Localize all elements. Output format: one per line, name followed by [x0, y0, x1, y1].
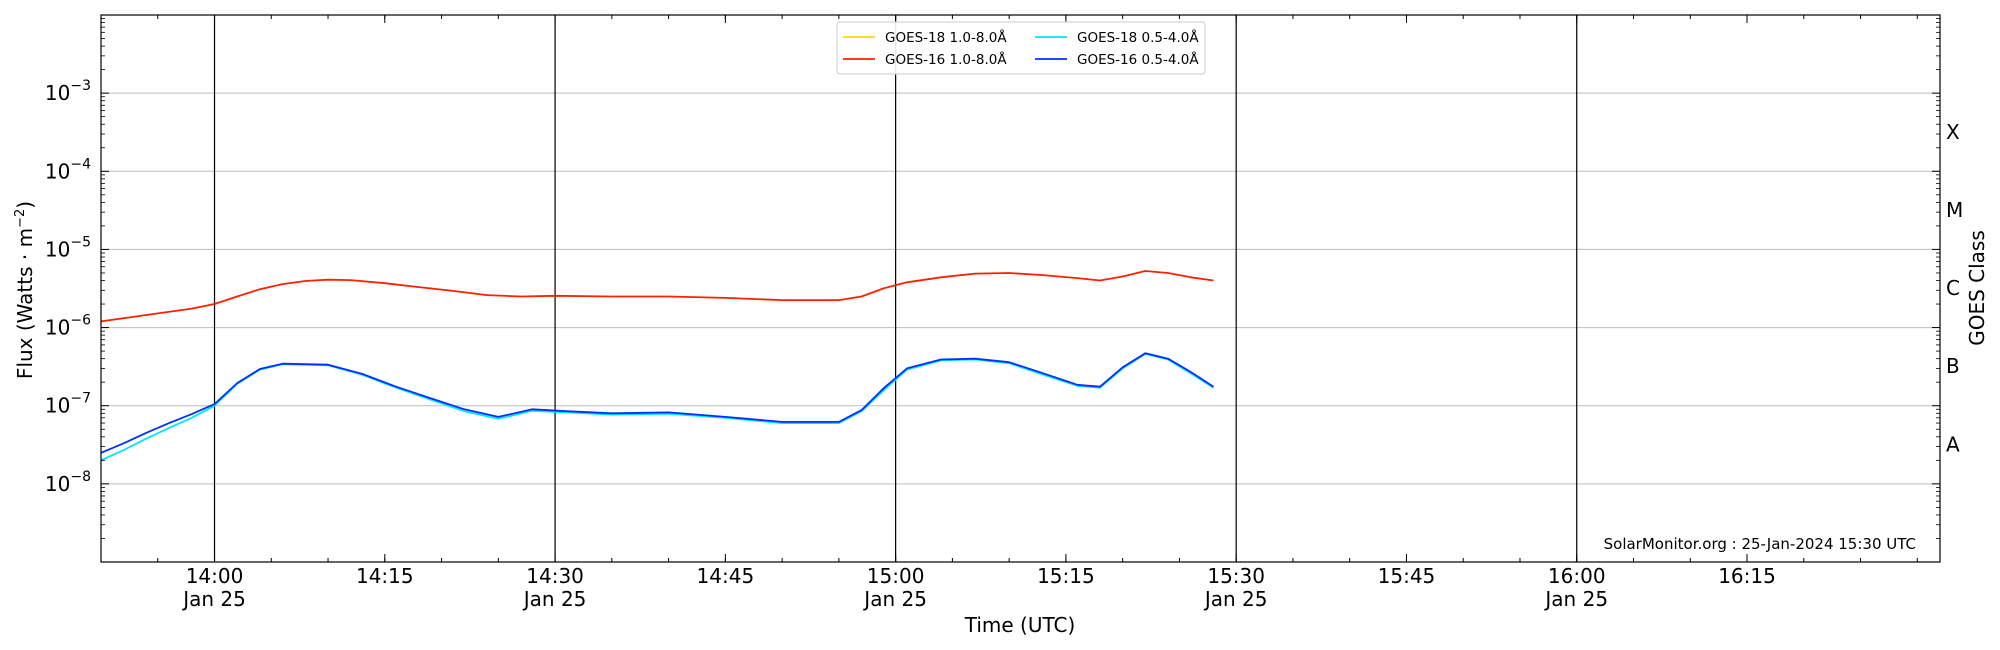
- x-axis-label: Time (UTC): [964, 613, 1076, 637]
- plot-frame: [100, 14, 1941, 563]
- goes-class-label: M: [1946, 198, 1963, 222]
- x-tick-label: 15:15: [1037, 564, 1095, 588]
- goes-class-label: A: [1946, 432, 1960, 456]
- timestamp-annotation: SolarMonitor.org : 25-Jan-2024 15:30 UTC: [1604, 535, 1916, 553]
- day-lines: [213, 15, 1578, 562]
- series-line: [100, 270, 1214, 323]
- x-tick-label: 14:00: [186, 564, 244, 588]
- x-tick-label: 15:45: [1378, 564, 1436, 588]
- x-tick-label: 16:00: [1548, 564, 1606, 588]
- y-tick-label: 10−7: [45, 391, 91, 418]
- x-tick-sublabel: Jan 25: [862, 587, 927, 611]
- y-tick-label: 10−6: [45, 313, 91, 340]
- x-tick-label: 15:30: [1207, 564, 1265, 588]
- y-axis-ticks: 10−8 10−7 10−6 10−5 10−4 10−3: [45, 18, 1940, 539]
- y-axis-label: Flux (Watts · m−2): [13, 201, 37, 379]
- right-axis-label: GOES Class: [1965, 230, 1989, 346]
- y-tick-label: 10−4: [45, 156, 91, 183]
- legend-entry-label: GOES-18 0.5-4.0Å: [1077, 29, 1199, 46]
- x-tick-label: 15:00: [867, 564, 925, 588]
- series-lines: [100, 270, 1214, 462]
- y-gridlines: [101, 92, 1940, 485]
- legend-entry-label: GOES-16 0.5-4.0Å: [1077, 51, 1199, 68]
- legend-box: [836, 21, 1206, 75]
- goes-class-label: X: [1946, 120, 1960, 144]
- x-tick-sublabel: Jan 25: [522, 587, 587, 611]
- x-tick-label: 14:15: [356, 564, 414, 588]
- x-tick-label: 14:45: [697, 564, 755, 588]
- legend-entry-label: GOES-18 1.0-8.0Å: [885, 29, 1007, 46]
- goes-class-labels: A B C M X: [1946, 120, 1963, 457]
- y-tick-label: 10−5: [45, 234, 91, 261]
- legend: GOES-18 1.0-8.0Å GOES-16 1.0-8.0Å GOES-18 …: [836, 21, 1206, 75]
- legend-entry-label: GOES-16 1.0-8.0Å: [885, 51, 1007, 68]
- x-tick-label: 14:30: [526, 564, 584, 588]
- x-tick-label: 16:15: [1718, 564, 1776, 588]
- x-tick-sublabel: Jan 25: [1543, 587, 1608, 611]
- goes-class-label: B: [1946, 354, 1960, 378]
- y-tick-label: 10−8: [45, 469, 91, 496]
- goes-class-label: C: [1946, 276, 1960, 300]
- x-tick-sublabel: Jan 25: [1203, 587, 1268, 611]
- y-tick-label: 10−3: [45, 78, 91, 105]
- series-line: [100, 352, 1214, 454]
- x-tick-sublabel: Jan 25: [181, 587, 246, 611]
